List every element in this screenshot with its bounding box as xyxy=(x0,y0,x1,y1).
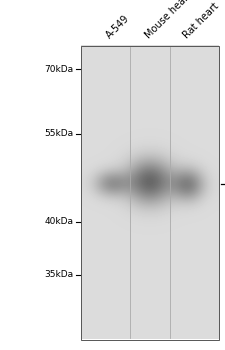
Text: 70kDa: 70kDa xyxy=(44,64,73,74)
Text: 35kDa: 35kDa xyxy=(44,270,73,279)
Bar xyxy=(81,46,218,340)
Text: Rat heart: Rat heart xyxy=(181,1,220,40)
Text: Mouse heart: Mouse heart xyxy=(143,0,193,40)
Text: 40kDa: 40kDa xyxy=(44,217,73,226)
Text: A-549: A-549 xyxy=(104,13,131,40)
Text: 55kDa: 55kDa xyxy=(44,129,73,138)
